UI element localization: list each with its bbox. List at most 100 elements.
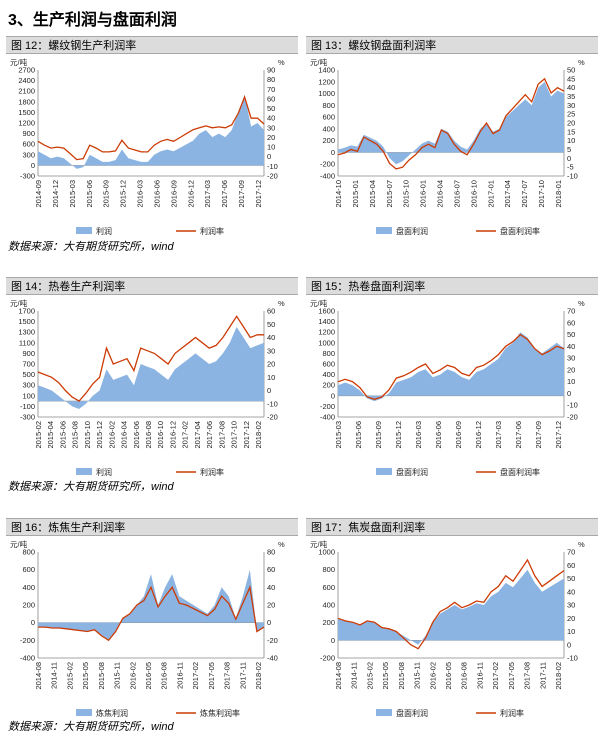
left-tick-label: 400 <box>322 124 335 133</box>
x-tick-label: 2017-11 <box>238 662 247 689</box>
legend-label-area: 盘面利润 <box>396 226 428 236</box>
profit-area-series <box>38 94 264 169</box>
right-tick-label: 60 <box>267 565 275 574</box>
x-tick-label: 2015-10 <box>402 180 411 208</box>
right-tick-label: -20 <box>267 413 278 422</box>
x-tick-label: 2016-11 <box>175 662 184 689</box>
right-tick-label: 15 <box>567 127 575 136</box>
x-tick-label: 2015-12 <box>119 180 128 208</box>
left-tick-label: 800 <box>322 101 335 110</box>
right-tick-label: -40 <box>267 654 278 663</box>
data-source-note: 数据来源：大有期货研究所，wind <box>8 481 174 493</box>
left-tick-label: 1500 <box>18 108 35 117</box>
chart-title: 图 14：热卷生产利润率 <box>6 277 298 295</box>
chart-svg: 元/吨 %8006004002000-200-400806040200-20-40… <box>10 540 285 718</box>
chart-title: 图 17：焦炭盘面利润率 <box>306 518 598 536</box>
right-tick-label: 80 <box>267 548 275 557</box>
x-tick-label: 2016-02 <box>107 421 116 449</box>
right-tick-label: 30 <box>567 601 575 610</box>
x-tick-label: 2016-12 <box>474 421 483 449</box>
legend-label-area: 利润 <box>96 467 112 477</box>
left-tick-label: 1000 <box>318 338 335 347</box>
x-tick-label: 2017-01 <box>486 180 495 208</box>
x-tick-label: 2017-12 <box>554 421 563 449</box>
right-tick-label: 50 <box>267 320 275 329</box>
right-tick-label: 45 <box>567 74 575 83</box>
left-tick-label: 1100 <box>19 338 35 347</box>
right-tick-label: 0 <box>567 640 571 649</box>
left-tick-label: 2400 <box>18 76 35 85</box>
right-tick-label: -10 <box>567 654 578 663</box>
left-tick-label: -300 <box>20 172 35 181</box>
right-tick-label: 80 <box>267 75 275 84</box>
x-tick-label: 2016-12 <box>186 180 195 208</box>
right-tick-label: 30 <box>567 101 575 110</box>
left-tick-label: 700 <box>22 360 35 369</box>
right-tick-label: 20 <box>567 365 575 374</box>
x-tick-label: 2015-03 <box>334 421 343 449</box>
left-tick-label: -200 <box>320 402 335 411</box>
data-source-note: 数据来源：大有期货研究所，wind <box>8 721 174 733</box>
left-axis-unit: 元/吨 <box>310 58 328 67</box>
x-tick-label: 2018-02 <box>254 662 263 690</box>
x-tick-label: 2014-11 <box>350 662 359 689</box>
x-tick-label: 2017-12 <box>242 421 251 449</box>
left-tick-label: 100 <box>22 391 35 400</box>
x-tick-label: 2015-03 <box>68 180 77 208</box>
x-tick-label: 2016-08 <box>160 662 169 690</box>
right-tick-label: -20 <box>267 172 278 181</box>
left-tick-label: 500 <box>22 370 35 379</box>
left-tick-label: 900 <box>22 349 35 358</box>
left-tick-label: 600 <box>22 565 35 574</box>
x-tick-label: 2017-08 <box>523 662 532 690</box>
profit-area-series <box>338 81 564 165</box>
left-tick-label: -100 <box>20 402 35 411</box>
left-tick-label: 2700 <box>18 66 35 75</box>
x-tick-label: 2015-09 <box>102 180 111 208</box>
left-tick-label: 300 <box>22 381 35 390</box>
left-tick-label: -400 <box>320 413 335 422</box>
x-tick-label: 2017-08 <box>217 421 226 449</box>
left-tick-label: 1200 <box>18 119 35 128</box>
x-tick-label: 2016-02 <box>128 662 137 690</box>
left-tick-label: 1000 <box>318 89 335 98</box>
x-tick-label: 2014-08 <box>34 662 43 690</box>
x-tick-label: 2015-12 <box>394 421 403 449</box>
right-tick-label: 40 <box>267 114 275 123</box>
legend-swatch-area <box>76 709 92 716</box>
chart-title: 图 12：螺纹钢生产利润率 <box>6 36 298 54</box>
right-tick-label: 60 <box>567 318 575 327</box>
x-tick-label: 2016-07 <box>452 180 461 208</box>
left-tick-label: -200 <box>320 160 335 169</box>
left-tick-label: 400 <box>322 601 335 610</box>
legend-label-area: 炼焦利润 <box>96 708 128 718</box>
x-tick-label: 2014-08 <box>334 662 343 690</box>
x-tick-label: 2017-10 <box>537 180 546 208</box>
right-axis-unit: % <box>578 58 585 67</box>
right-tick-label: 0 <box>567 154 571 163</box>
legend-label-line: 炼焦利润率 <box>200 708 240 718</box>
x-tick-label: 2015-02 <box>365 662 374 690</box>
right-tick-label: 30 <box>267 123 275 132</box>
right-tick-label: 0 <box>267 618 271 627</box>
x-tick-label: 2015-06 <box>85 180 94 208</box>
right-tick-label: 70 <box>567 307 575 316</box>
chart-title: 图 15：热卷盘面利润率 <box>306 277 598 295</box>
x-tick-label: 2015-12 <box>95 421 104 449</box>
x-tick-label: 2016-10 <box>469 180 478 208</box>
x-tick-label: 2015-04 <box>368 180 377 208</box>
right-tick-label: 40 <box>267 583 275 592</box>
left-tick-label: 200 <box>22 601 35 610</box>
x-tick-label: 2015-08 <box>397 662 406 690</box>
chart-panel-15: 图 15：热卷盘面利润率 元/吨% 1600 1400 1200 1000 800 600 4… <box>306 277 598 481</box>
right-tick-label: 35 <box>567 92 575 101</box>
x-tick-label: 2017-10 <box>230 421 239 449</box>
left-tick-label: -200 <box>20 636 35 645</box>
right-axis-unit: % <box>278 58 285 67</box>
left-tick-label: 0 <box>31 618 35 627</box>
right-axis-unit: % <box>278 540 285 549</box>
x-tick-label: 2016-06 <box>132 421 141 449</box>
x-tick-label: 2018-01 <box>554 180 563 208</box>
left-tick-label: 1500 <box>18 317 35 326</box>
right-tick-label: 50 <box>567 66 575 75</box>
